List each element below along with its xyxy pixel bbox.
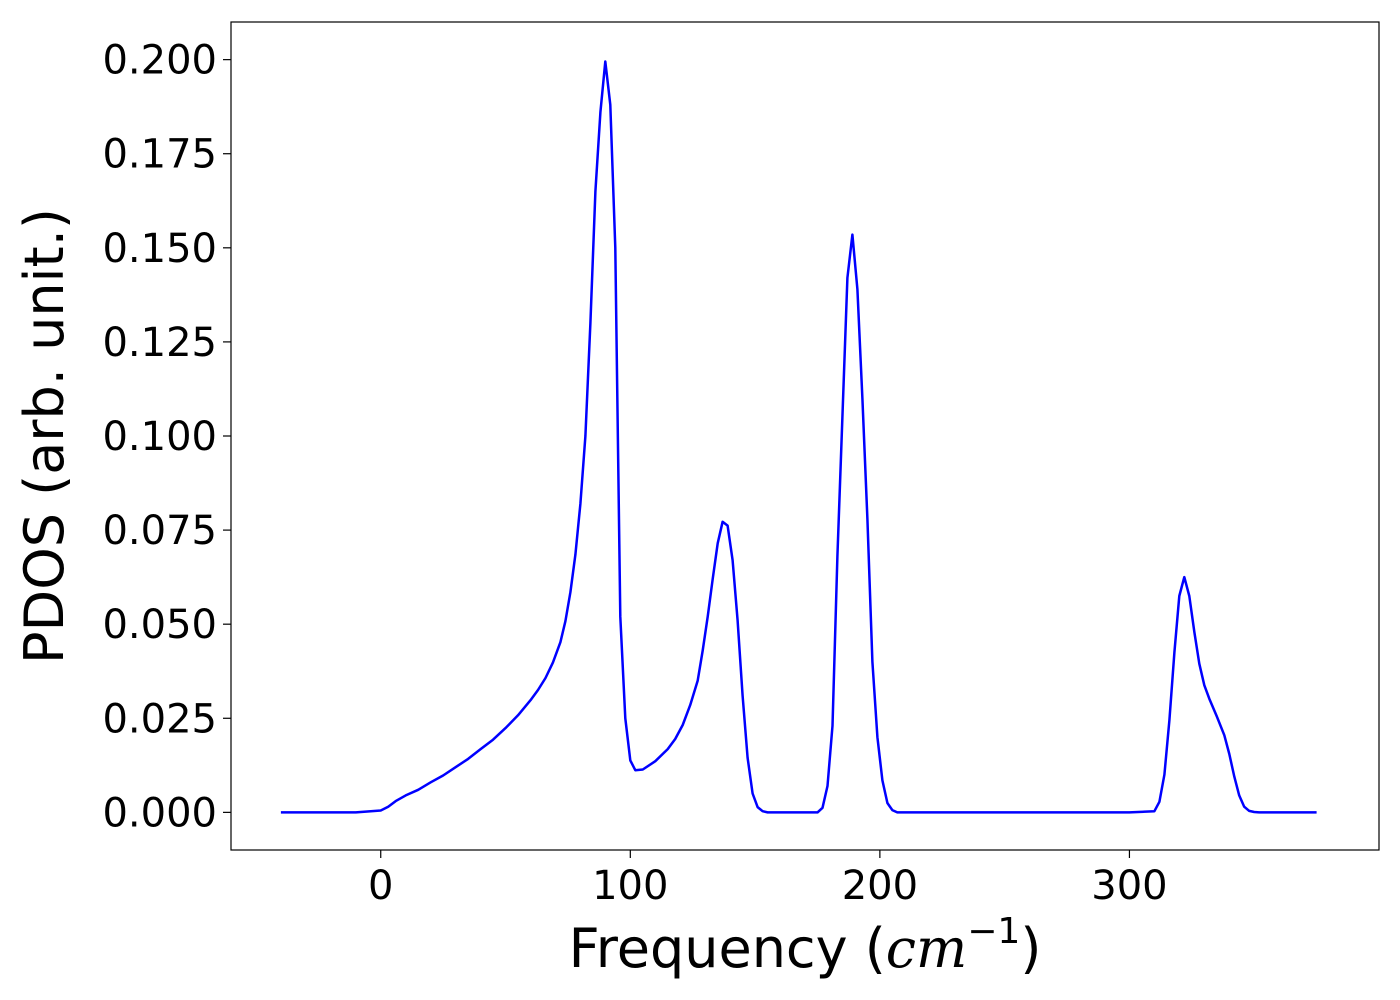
y-tick-label: 0.050 (102, 602, 217, 648)
y-axis-label: PDOS (arb. unit.) (13, 208, 76, 664)
y-tick-label: 0.125 (102, 320, 217, 366)
x-axis-label-prefix: Frequency ( (569, 917, 886, 980)
plot-frame (230, 21, 1380, 851)
plot-series (280, 60, 1317, 814)
y-tick-label: 0.200 (102, 38, 217, 84)
y-axis-ticks: 0.000 0.025 0.050 0.075 0.100 0.125 0.150 0.175… (102, 38, 231, 836)
y-tick-label: 0.100 (102, 414, 217, 460)
x-tick-label: 300 (1091, 863, 1167, 909)
y-tick-label: 0.150 (102, 226, 217, 272)
x-axis-ticks: 0 100 200 300 (368, 850, 1168, 909)
x-tick-label: 0 (368, 863, 393, 909)
x-tick-label: 100 (592, 863, 668, 909)
pdos-line (280, 60, 1317, 814)
y-tick-label: 0.025 (102, 696, 217, 742)
x-axis-label: Frequency (cm−1) (569, 911, 1042, 980)
y-tick-label: 0.000 (102, 790, 217, 836)
y-tick-label: 0.175 (102, 132, 217, 178)
x-axis-label-unit: cm (886, 917, 967, 980)
y-tick-label: 0.075 (102, 508, 217, 554)
x-tick-label: 200 (842, 863, 918, 909)
x-axis-label-exponent: −1 (967, 911, 1020, 952)
x-axis-label-suffix: ) (1020, 917, 1041, 980)
